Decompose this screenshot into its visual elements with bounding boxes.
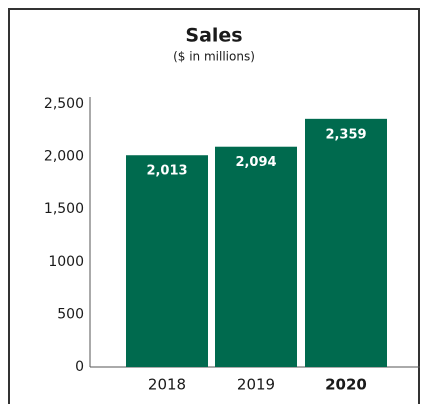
x-tick-label: 2020: [325, 376, 367, 394]
chart-subtitle: ($ in millions): [173, 50, 255, 64]
frame: [8, 8, 420, 404]
y-tick-label: 2,000: [44, 149, 84, 165]
x-tick-label: 2019: [237, 376, 275, 394]
y-tick-label: 1000: [48, 254, 84, 270]
bar: [305, 118, 387, 368]
value-label: 2,359: [325, 127, 366, 142]
bar: [126, 155, 208, 367]
x-tick-label: 2018: [148, 376, 186, 394]
y-tick-label: 2,500: [44, 96, 84, 112]
y-tick-label: 500: [57, 306, 84, 322]
y-tick-label: 0: [75, 359, 84, 375]
y-tick-label: 1,500: [44, 201, 84, 217]
bar: [215, 146, 297, 367]
value-label: 2,094: [235, 155, 276, 170]
value-label: 2,013: [146, 164, 187, 179]
chart-title: Sales: [185, 25, 242, 47]
